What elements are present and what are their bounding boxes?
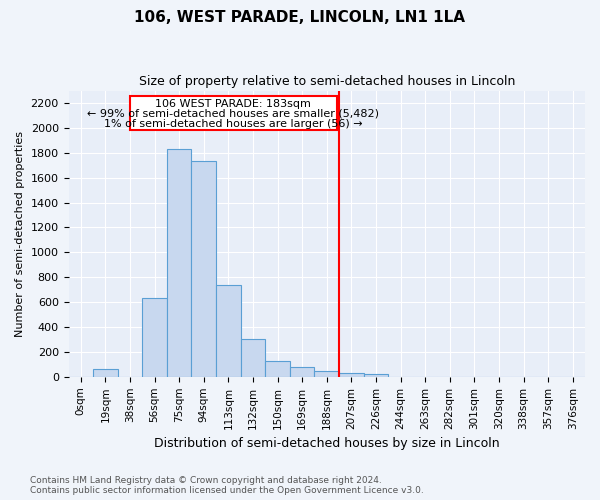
Bar: [191, 162, 216, 377]
Bar: [93, 370, 118, 377]
Bar: [265, 360, 290, 377]
Y-axis label: Number of semi-detached properties: Number of semi-detached properties: [15, 130, 25, 336]
Text: 106, WEST PARADE, LINCOLN, LN1 1LA: 106, WEST PARADE, LINCOLN, LN1 1LA: [134, 10, 466, 25]
Bar: [241, 339, 265, 377]
Bar: [290, 368, 314, 377]
Bar: [216, 284, 241, 377]
Text: ← 99% of semi-detached houses are smaller (5,482): ← 99% of semi-detached houses are smalle…: [88, 108, 379, 118]
FancyBboxPatch shape: [130, 96, 337, 130]
X-axis label: Distribution of semi-detached houses by size in Lincoln: Distribution of semi-detached houses by …: [154, 437, 500, 450]
Title: Size of property relative to semi-detached houses in Lincoln: Size of property relative to semi-detach…: [139, 75, 515, 88]
Text: 106 WEST PARADE: 183sqm: 106 WEST PARADE: 183sqm: [155, 99, 311, 109]
Bar: [364, 374, 388, 377]
Bar: [314, 370, 339, 377]
Bar: [142, 298, 167, 377]
Bar: [339, 373, 364, 377]
Bar: [167, 149, 191, 377]
Text: 1% of semi-detached houses are larger (56) →: 1% of semi-detached houses are larger (5…: [104, 119, 362, 129]
Text: Contains HM Land Registry data © Crown copyright and database right 2024.
Contai: Contains HM Land Registry data © Crown c…: [30, 476, 424, 495]
